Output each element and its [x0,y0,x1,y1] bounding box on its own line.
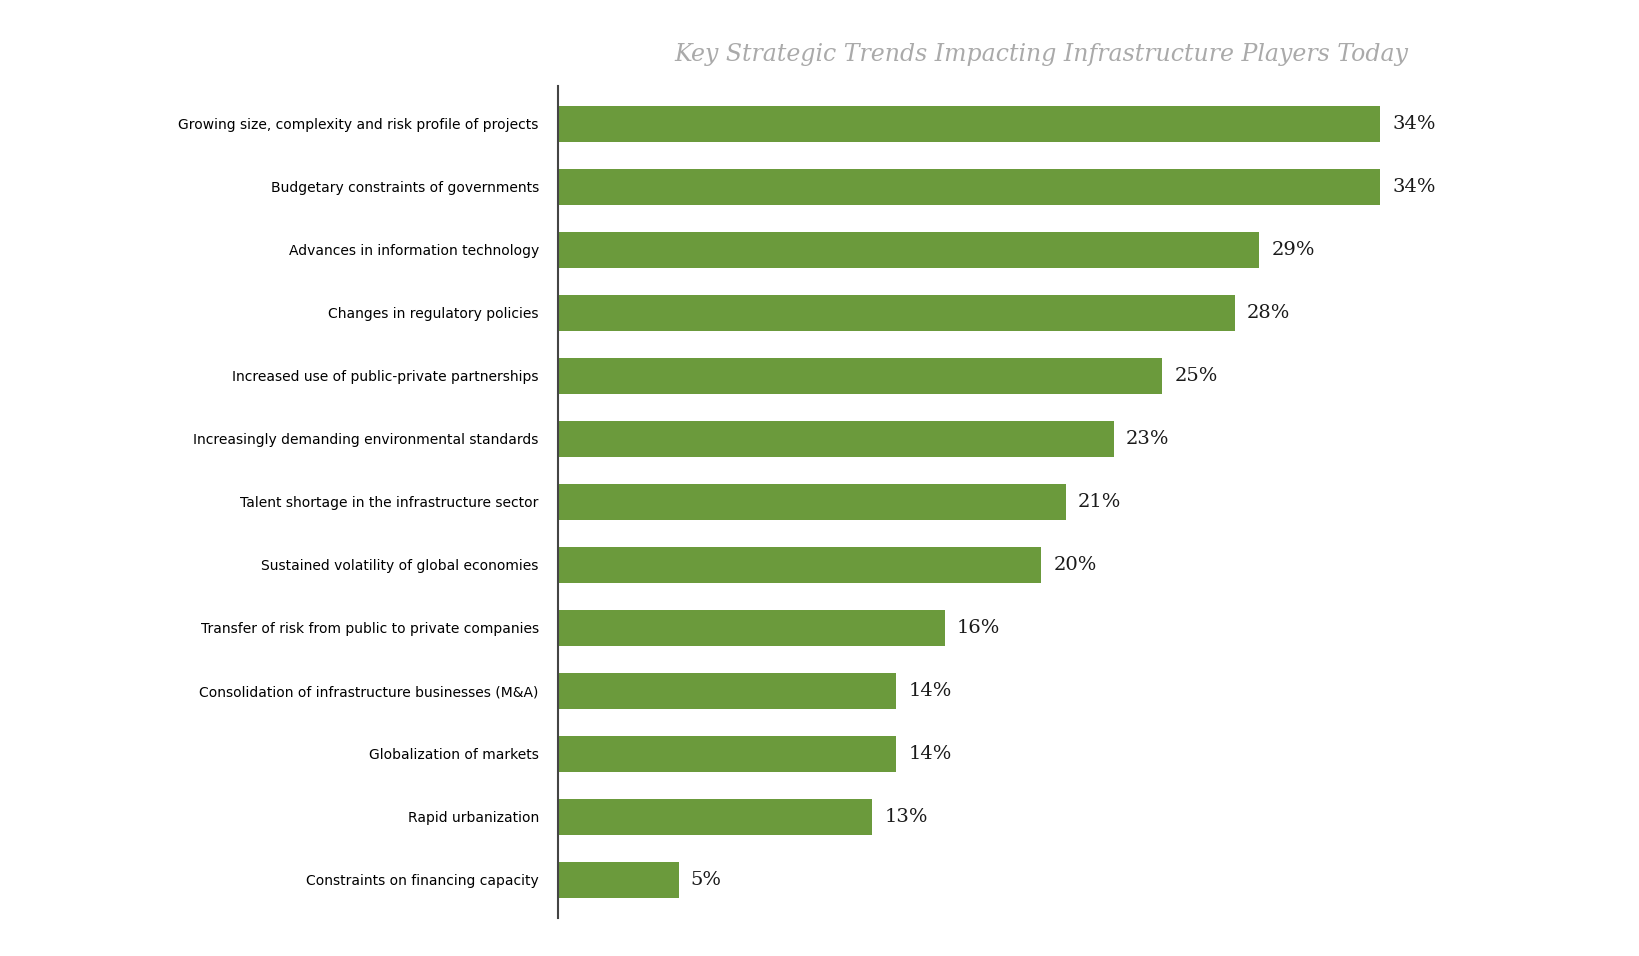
Text: 13%: 13% [883,808,928,826]
Bar [557,798,872,836]
Text: 20%: 20% [1052,555,1096,574]
Text: 25%: 25% [1174,367,1218,385]
Text: 14%: 14% [908,745,951,763]
Text: 34%: 34% [1392,115,1434,133]
Text: 14%: 14% [908,682,951,700]
Text: 5%: 5% [690,871,721,889]
Bar [557,421,1113,457]
Text: 21%: 21% [1077,493,1121,511]
Bar [557,673,897,709]
Text: 29%: 29% [1270,241,1314,259]
Text: 28%: 28% [1246,304,1290,322]
Bar [557,231,1259,268]
Bar [557,547,1041,583]
Bar [557,484,1065,520]
Bar [557,358,1162,394]
Text: 16%: 16% [956,619,1000,637]
Bar [557,736,897,772]
Bar [557,105,1380,142]
Text: 34%: 34% [1392,178,1434,196]
Bar [557,610,944,646]
Bar [557,294,1234,331]
Bar [557,861,679,899]
Bar [557,168,1380,206]
Title: Key Strategic Trends Impacting Infrastructure Players Today: Key Strategic Trends Impacting Infrastru… [674,43,1408,66]
Text: 23%: 23% [1126,430,1169,448]
